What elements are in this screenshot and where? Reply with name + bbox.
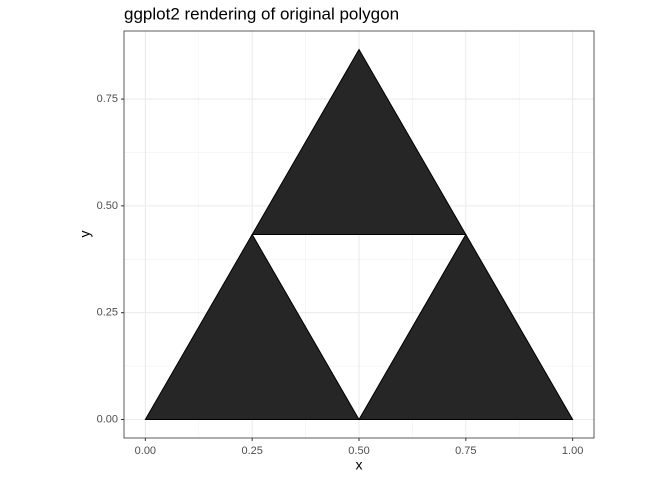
y-tick-label: 0.75 (97, 93, 118, 105)
x-tick-label: 0.50 (348, 445, 369, 457)
chart-title: ggplot2 rendering of original polygon (124, 4, 399, 23)
x-axis-title: x (356, 457, 363, 473)
x-tick-label: 1.00 (562, 445, 583, 457)
y-tick-label: 0.50 (97, 200, 118, 212)
y-tick-label: 0.25 (97, 307, 118, 319)
panel-border (123, 30, 595, 439)
x-tick-label: 0.00 (135, 445, 156, 457)
x-tick-label: 0.25 (241, 445, 262, 457)
y-axis-title: y (77, 231, 93, 238)
x-tick-label: 0.75 (455, 445, 476, 457)
y-tick-label: 0.00 (97, 413, 118, 425)
polygon (144, 48, 574, 421)
